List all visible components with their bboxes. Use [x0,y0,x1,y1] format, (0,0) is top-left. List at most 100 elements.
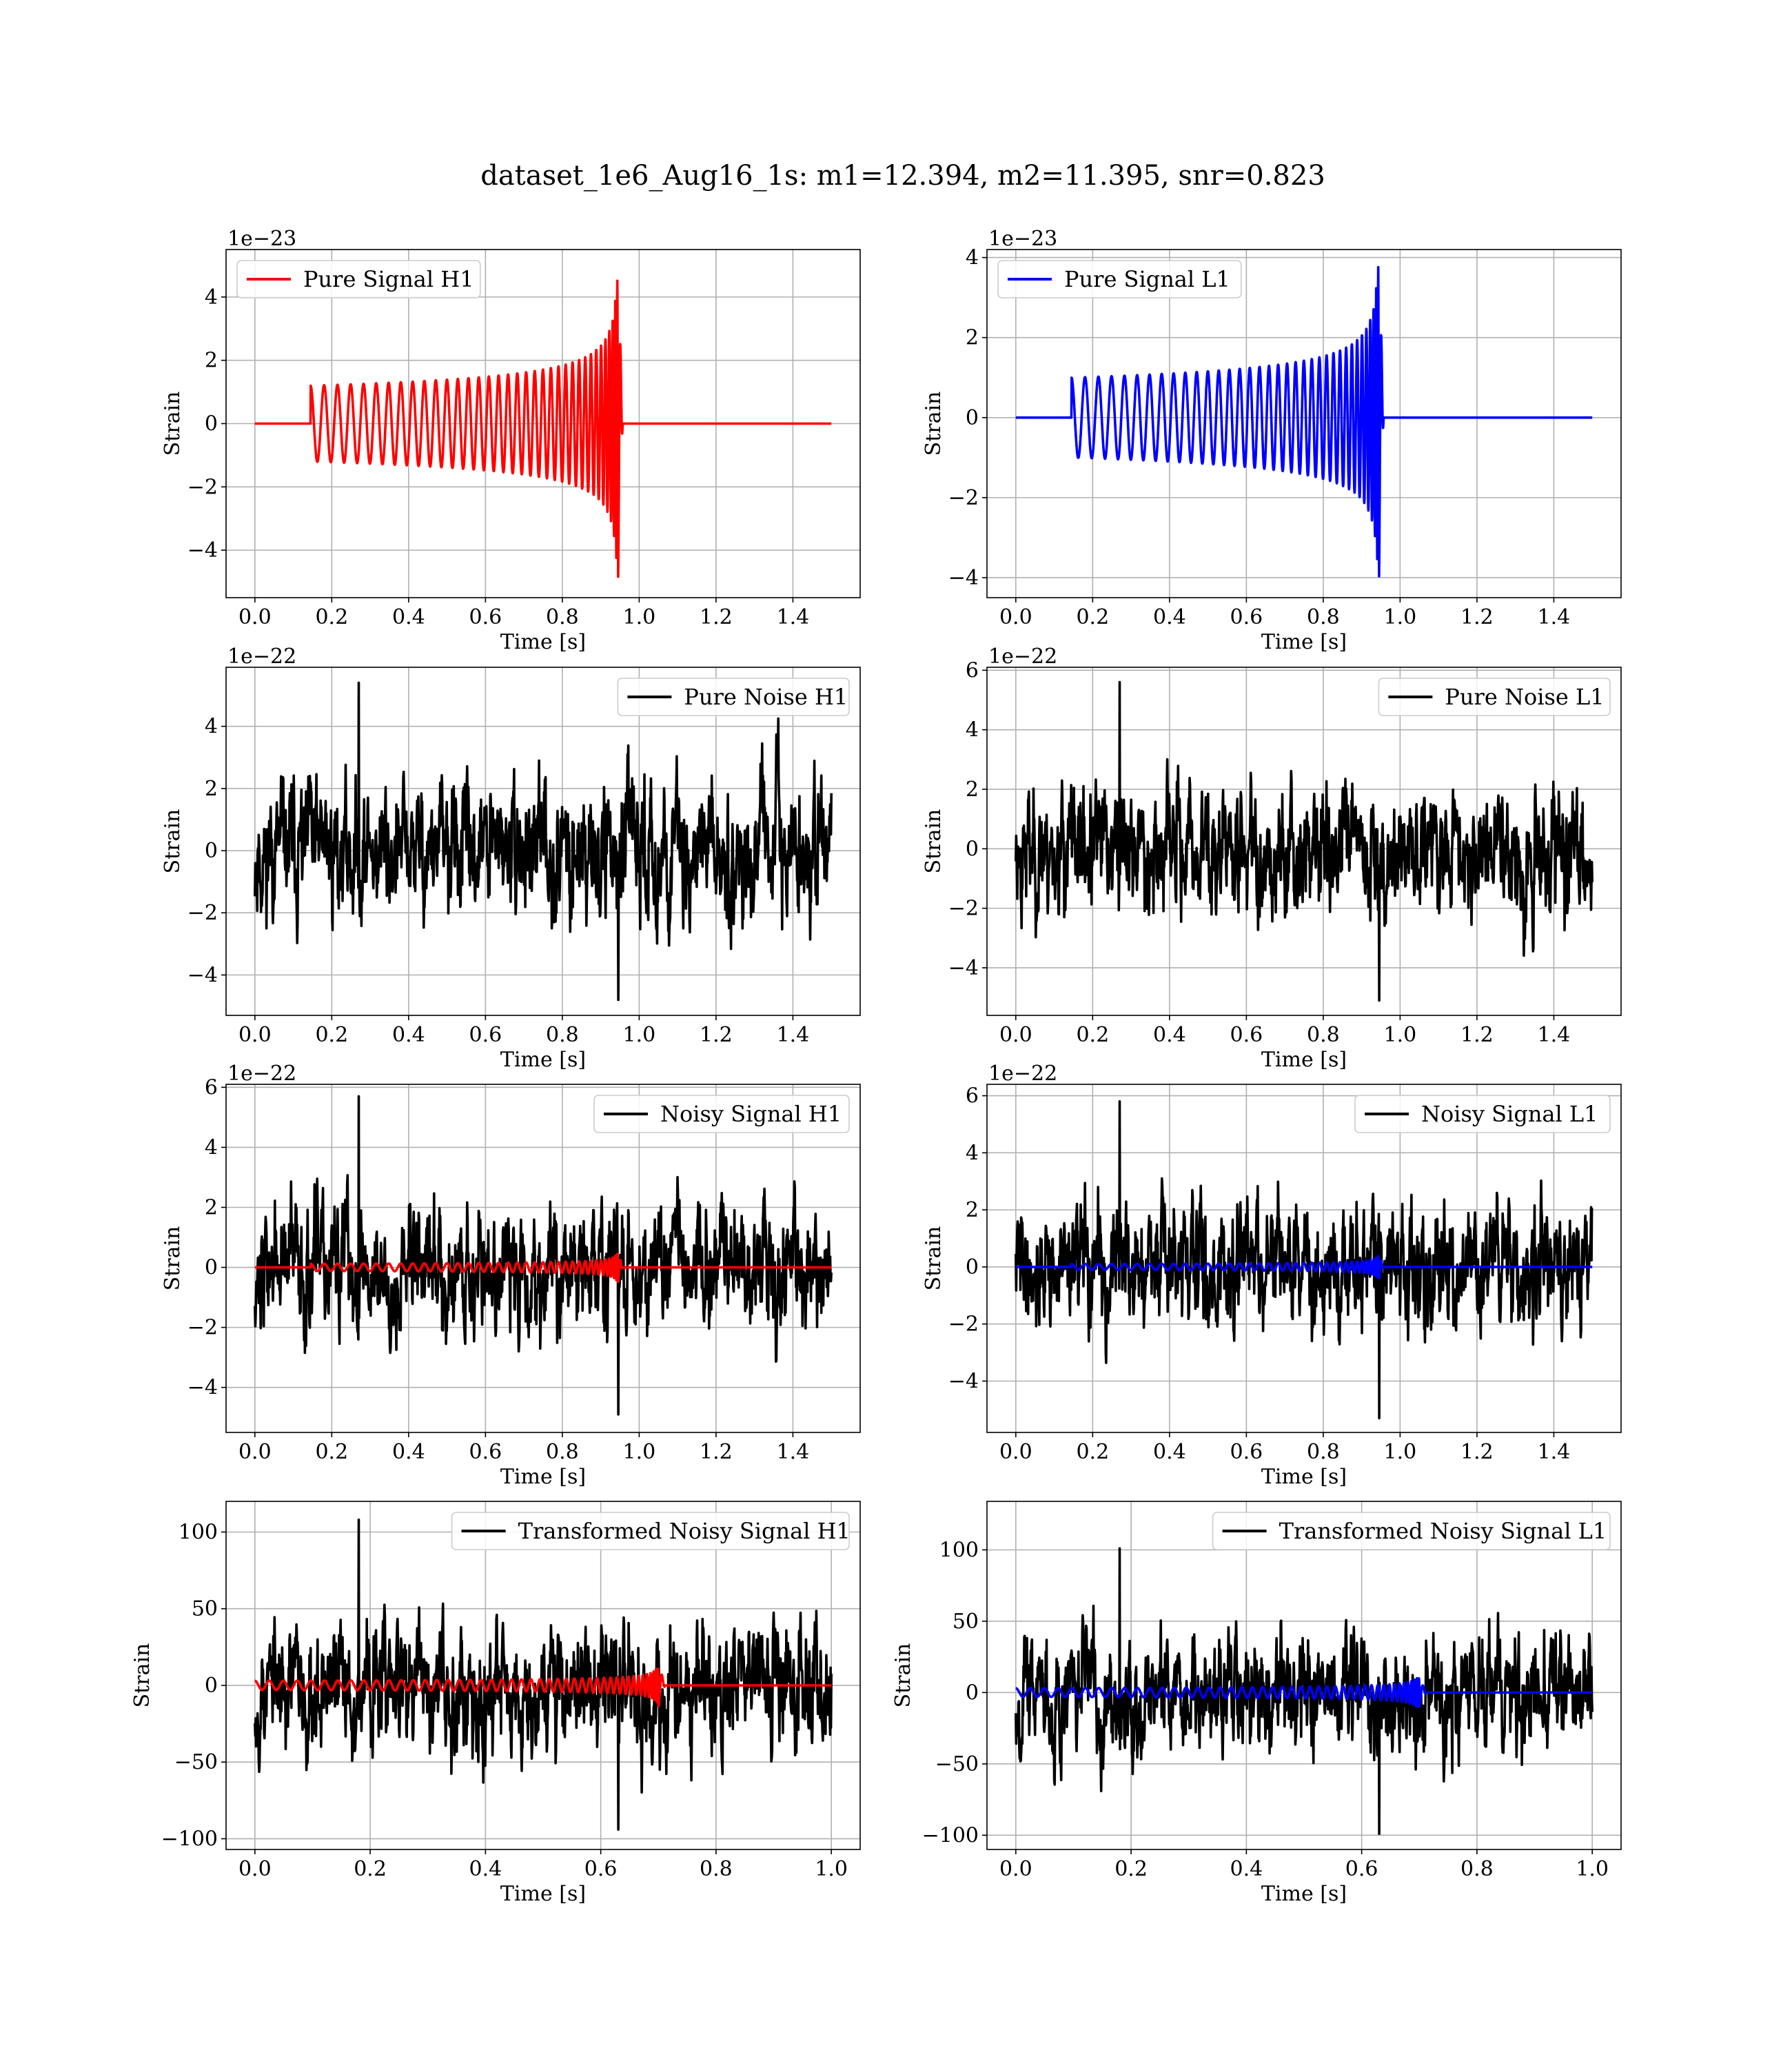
x-tick-label: 1.0 [1576,1857,1609,1881]
figure-title: dataset_1e6_Aug16_1s: m1=12.394, m2=11.3… [480,160,1325,192]
y-tick-label: 2 [966,778,979,802]
x-tick-label: 0.2 [315,1023,348,1047]
series-line-pure-signal-l1 [1015,265,1594,578]
x-tick-label: 0.0 [238,1440,272,1464]
x-tick-label: 0.8 [1307,1023,1340,1047]
legend-box [997,260,1242,298]
y-axis-label: Strain [891,1643,915,1708]
x-tick-label: 1.2 [1460,605,1494,629]
x-tick-label: 0.0 [999,1857,1032,1881]
x-tick-label: 0.2 [1076,1440,1109,1464]
legend: Pure Signal L1 [997,260,1242,298]
x-tick-label: 1.4 [1538,1023,1571,1047]
axis-offset-text: 1e−23 [988,227,1057,251]
y-tick-label: 2 [205,349,218,373]
x-tick-label: 1.2 [1460,1023,1494,1047]
axes-frame [225,1084,861,1433]
y-tick-label: 0 [966,1681,979,1705]
y-tick-label: −2 [948,486,979,510]
legend-label: Transformed Noisy Signal L1 [1279,1518,1607,1544]
series-line-pure-noise-h1 [254,681,833,1002]
legend: Transformed Noisy Signal H1 [451,1512,851,1550]
x-axis-label: Time [s] [500,1882,586,1906]
y-tick-label: 4 [966,718,979,742]
y-tick-label: 4 [205,715,218,739]
x-tick-label: 1.4 [1538,1440,1571,1464]
subplot-noisy-signal-h1: 0.0 0.2 0.4 0.6 0.8 1.0 1.2 1.4 −4 −2 0 2 4 6 Time [s]… [161,1062,861,1489]
y-tick-label: −50 [174,1750,218,1774]
y-tick-label: −50 [935,1752,979,1776]
legend-box [617,678,850,716]
series-line-chirp-overlay [254,1253,833,1284]
x-tick-label: 0.8 [546,1023,579,1047]
y-tick-label: 0 [966,1255,979,1279]
x-tick-label: 1.0 [623,1023,656,1047]
legend-box [1378,678,1611,716]
x-tick-label: 0.8 [1460,1857,1494,1881]
y-tick-label: 0 [966,837,979,861]
x-tick-label: 0.2 [1076,1023,1109,1047]
x-axis-label: Time [s] [1261,630,1347,654]
legend-box [236,260,481,298]
subplot-grid: 0.0 0.2 0.4 0.6 0.8 1.0 1.2 1.4 −4 −2 0 2 4 Time [s] S… [130,227,1622,1906]
y-tick-label: −100 [161,1827,218,1851]
legend-box [451,1512,850,1550]
x-tick-label: 1.4 [777,1023,810,1047]
x-axis-label: Time [s] [1261,1882,1347,1906]
x-tick-label: 0.0 [999,1440,1032,1464]
axes-frame [225,1501,861,1850]
subplot-noisy-signal-l1: 0.0 0.2 0.4 0.6 0.8 1.0 1.2 1.4 −4 −2 0 2 4 6 Time [s]… [922,1062,1622,1489]
x-tick-label: 0.8 [1307,605,1340,629]
legend: Noisy Signal H1 [593,1095,850,1133]
legend: Transformed Noisy Signal L1 [1212,1512,1611,1550]
y-axis-label: Strain [161,392,185,456]
series-line-transformed-noisy-signal-l1 [1015,1547,1594,1835]
x-tick-label: 0.8 [546,605,579,629]
series-line-chirp-overlay [1015,1676,1594,1708]
subplot-transformed-noisy-signal-h1: 0.0 0.2 0.4 0.6 0.8 1.0 −100 −50 0 50 100 Time [s] S… [130,1501,861,1906]
series-line-noisy-signal-h1 [254,1095,833,1416]
x-tick-label: 1.2 [700,1440,733,1464]
y-tick-label: 6 [966,1084,979,1108]
x-tick-label: 0.0 [999,605,1032,629]
x-axis-label: Time [s] [1261,1465,1347,1489]
x-tick-label: 0.2 [315,605,348,629]
x-tick-label: 0.8 [700,1857,733,1881]
series-line-pure-signal-h1 [254,279,833,578]
y-tick-label: 2 [205,777,218,801]
y-tick-label: −4 [187,538,218,562]
axes-frame [225,667,861,1016]
x-tick-label: 1.2 [1460,1440,1494,1464]
legend-label: Pure Signal H1 [303,266,474,292]
y-axis-label: Strain [922,392,946,456]
x-tick-label: 1.4 [777,605,810,629]
legend: Pure Noise L1 [1378,678,1611,716]
y-tick-label: 4 [966,246,979,270]
y-tick-label: −100 [922,1823,979,1847]
x-tick-label: 0.2 [354,1857,387,1881]
x-axis-label: Time [s] [500,630,586,654]
y-tick-label: −2 [187,475,218,499]
axis-offset-text: 1e−22 [988,645,1057,669]
axis-offset-text: 1e−22 [988,1062,1057,1086]
legend-box [593,1095,850,1133]
subplot-pure-noise-h1: 0.0 0.2 0.4 0.6 0.8 1.0 1.2 1.4 −4 −2 0 2 4 Time [s] S… [161,645,861,1072]
series-line-chirp-overlay [254,1667,833,1708]
y-tick-label: −2 [948,897,979,921]
x-tick-label: 0.6 [1230,1023,1263,1047]
y-tick-label: 0 [205,1256,218,1280]
legend-label: Pure Signal L1 [1064,266,1230,292]
y-tick-label: 4 [205,1135,218,1159]
y-axis-label: Strain [922,809,946,874]
y-tick-label: 4 [205,285,218,310]
subplot-pure-noise-l1: 0.0 0.2 0.4 0.6 0.8 1.0 1.2 1.4 −4 −2 0 2 4 6 Time [s]… [922,645,1622,1072]
y-tick-label: −4 [948,1369,979,1393]
x-tick-label: 1.4 [1538,605,1571,629]
y-tick-label: 0 [205,412,218,436]
y-tick-label: −4 [948,956,979,980]
axes-frame [986,667,1622,1016]
x-axis-label: Time [s] [1261,1048,1347,1072]
x-tick-label: 0.4 [392,605,425,629]
